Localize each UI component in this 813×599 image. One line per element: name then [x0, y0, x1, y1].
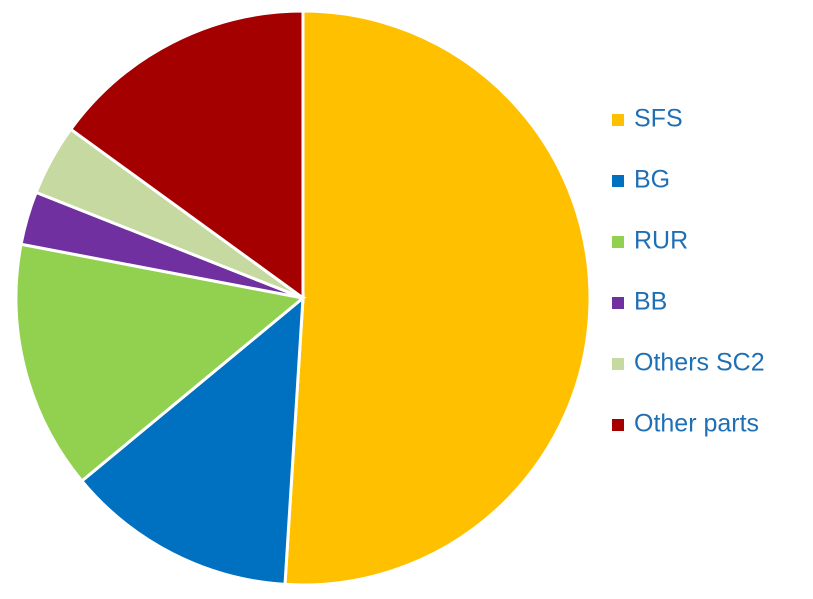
legend-label: BG — [634, 166, 670, 194]
legend-label: RUR — [634, 227, 688, 255]
legend-swatch — [612, 419, 624, 431]
legend-swatch — [612, 114, 624, 126]
legend-swatch — [612, 175, 624, 187]
legend-label: SFS — [634, 105, 683, 133]
pie-slice — [14, 242, 307, 484]
legend-swatch — [612, 358, 624, 370]
legend-label: Others SC2 — [634, 349, 765, 377]
pie-slice — [79, 294, 305, 587]
pie-slice — [68, 9, 305, 301]
legend-swatch — [612, 236, 624, 248]
legend-label: BB — [634, 288, 667, 316]
pie-slice — [283, 9, 592, 587]
legend-swatch — [612, 297, 624, 309]
legend-label: Other parts — [634, 410, 759, 438]
